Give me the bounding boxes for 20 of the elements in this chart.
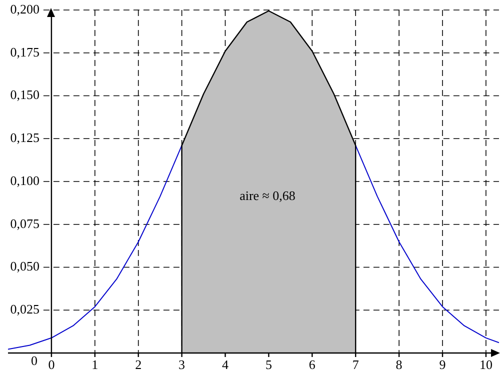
x-tick-label: 4 [222,356,230,372]
x-tick-label: 8 [396,356,402,372]
y-tick-label: 0,125 [10,130,40,146]
y-tick-label: 0,100 [10,172,40,188]
y-tick-label: 0,025 [10,302,40,317]
y-tick-label: 0,200 [10,1,40,16]
x-tick-label: 3 [178,356,186,372]
y-tick-label: 0,050 [10,258,40,274]
annotation: aire ≈ 0,68 [240,188,296,203]
x-tick-label: 5 [265,356,272,372]
y-tick-label: 0,150 [10,87,40,102]
x-tick-label: 0 [48,356,55,372]
x-tick-label: 7 [352,356,360,372]
x-tick-label: 10 [479,356,492,372]
x-tick-label: 2 [135,356,142,372]
x-tick-label: 1 [92,356,98,372]
y-tick-label: 0,175 [10,44,40,60]
y-tick-label: 0,075 [10,216,40,231]
x-tick-label: 9 [439,356,446,372]
x-tick-label: 6 [308,356,316,372]
